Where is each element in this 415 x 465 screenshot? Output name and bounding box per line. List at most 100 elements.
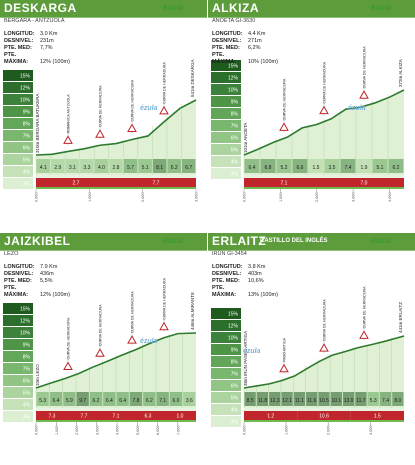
- grade-legend: 15% 12% 10% 9% 8% 7% 6% 5% 4% 3%: [3, 303, 33, 422]
- strip-base: [244, 187, 404, 189]
- warning-icon: [319, 105, 329, 115]
- segment-grade-bar: [330, 392, 342, 406]
- waypoint-label: CURVA DE HERRADURA: [323, 299, 327, 341]
- legend-swatch: [211, 84, 241, 95]
- segment-grade-bar: [129, 392, 143, 406]
- km-label: 2.000: [315, 192, 319, 202]
- strip-label: 10.6: [319, 414, 329, 420]
- profile-line: [35, 332, 197, 389]
- strip-label: 7.7: [153, 181, 160, 187]
- climb-subtitle: BERGARA - ANTZUOLA: [4, 18, 65, 24]
- stat-value: 3.8 Km: [248, 264, 266, 270]
- stat-value: 271m: [248, 38, 262, 44]
- legend-swatch: [3, 339, 33, 350]
- segment-grade-label: 6.7: [185, 165, 192, 171]
- stat-value: 3.0 Km: [40, 31, 58, 37]
- segment-grade-bar: [49, 392, 63, 406]
- segment-grade-bar: [36, 159, 51, 173]
- header-rule: [0, 17, 207, 18]
- legend-label: 12%: [228, 324, 239, 330]
- legend-label: 10%: [20, 98, 31, 104]
- legend-swatch: [3, 70, 33, 81]
- waypoint-label: CURVA DE HERRADURA: [131, 291, 135, 333]
- segment-grade-bar: [183, 392, 196, 406]
- km-axis: 0.000 1.000 2.000 3.000 4.000 5.000 6.000 7.000: [35, 422, 180, 435]
- km-label: 6.000: [156, 425, 160, 435]
- legend-swatch: [211, 368, 241, 379]
- stat-label: PTE. MÁXIMA:: [4, 52, 29, 65]
- km-label: 4.000: [116, 425, 120, 435]
- legend-label: 4%: [231, 408, 239, 414]
- profile-area: [36, 100, 196, 175]
- segment-grade-bar: [379, 392, 392, 406]
- segment-grade-label: 2.8: [113, 165, 120, 171]
- gradient-strip: 7.3 7.7 7.1 6.3 1.0: [36, 411, 196, 422]
- brand-watermark: ézula: [243, 348, 261, 355]
- legend-label: 10%: [228, 88, 239, 94]
- strip-label: 2.7: [73, 181, 80, 187]
- legend-swatch: [211, 60, 241, 71]
- gradient-strip: 1.2 10.6 1.5: [244, 411, 404, 422]
- segment-grade-bar: [89, 392, 103, 406]
- km-axis: 0.000 1.000 2.000 3.000 4.000: [243, 189, 392, 202]
- header-band: [0, 233, 207, 250]
- stat-value: 10,6%: [248, 278, 264, 284]
- legend-swatch: [3, 303, 33, 314]
- segment-grade-bar: [116, 392, 129, 406]
- km-label: 1.000: [55, 425, 59, 435]
- stat-value: 403m: [248, 271, 262, 277]
- warning-icon: [159, 105, 169, 115]
- legend-label: 12%: [20, 86, 31, 92]
- segment-grade-label: 8.0: [394, 398, 401, 404]
- brand-logo: ézula: [162, 236, 183, 245]
- segment-grade-bar: [65, 159, 80, 173]
- legend-swatch: [3, 142, 33, 153]
- strip-segment: [244, 411, 298, 420]
- legend-swatch: [3, 399, 33, 410]
- climb-stats: LONGITUD: 3.0 Km DESNIVEL: 231m PTE. MED: 7…: [4, 31, 70, 66]
- segment-grade-bar: [167, 159, 181, 173]
- stat-label: PTE. MED:: [4, 45, 32, 51]
- segment-grade-label: 6.4: [249, 165, 256, 171]
- stat-value: 13% (100m): [248, 292, 278, 298]
- km-axis: 0.000 1.000 2.000 3.000: [35, 189, 199, 202]
- stat-value: 5,5%: [40, 278, 53, 284]
- profile-area: [244, 336, 404, 408]
- legend-swatch: [3, 387, 33, 398]
- legend-label: 8%: [231, 112, 239, 118]
- waypoint-label: ROMANICA ANTZUOLA: [67, 94, 71, 134]
- segment-grade-bar: [256, 392, 269, 406]
- legend-swatch: [3, 106, 33, 117]
- legend-label: 7%: [23, 134, 31, 140]
- warning-icon: [279, 122, 289, 131]
- segment-grade-bar: [276, 159, 292, 173]
- legend-label: 8%: [23, 355, 31, 361]
- km-label: 1.000: [285, 425, 289, 435]
- km-label: 0.000: [35, 425, 39, 435]
- profile-chart: 15% 12% 10% 9% 8% 7% 6% 5% 4% 3% 5.3 6.4 5.9 9.7 6.2 6.…: [0, 233, 207, 435]
- km-label: 3.000: [195, 192, 199, 202]
- climb-stats: LONGITUD: 3.8 Km DESNIVEL: 403m PTE. MED: 1…: [212, 264, 278, 299]
- strip-segment: [244, 178, 324, 187]
- strip-segment: [116, 178, 196, 187]
- segment-grade-bar: [281, 392, 293, 406]
- segment-grade-label: 8.5: [247, 398, 254, 404]
- segment-grade-bar: [340, 159, 356, 173]
- waypoints: ROMANICA ANTZUOLA CURVA DE HERRADURA CURVA…: [63, 62, 169, 146]
- segment-grade-bar: [181, 159, 196, 173]
- segment-grade-label: 4.0: [98, 165, 105, 171]
- header-band: [208, 0, 415, 17]
- stat-label: PTE. MED:: [212, 278, 240, 284]
- gradient-strip: 2.7 7.7: [36, 178, 196, 189]
- segment-grade-bar: [388, 159, 404, 173]
- profile-line: [243, 335, 405, 389]
- segment-grade-label: 6.4: [53, 398, 60, 404]
- legend-swatch: [211, 132, 241, 143]
- legend-swatch: [3, 166, 33, 177]
- header-rule: [208, 17, 415, 18]
- header-rule: [208, 250, 415, 251]
- legend-swatch: [211, 416, 241, 427]
- segment-grade-label: 6.2: [93, 398, 100, 404]
- km-label: 1.000: [88, 192, 92, 202]
- segment-grade-bar: [138, 159, 152, 173]
